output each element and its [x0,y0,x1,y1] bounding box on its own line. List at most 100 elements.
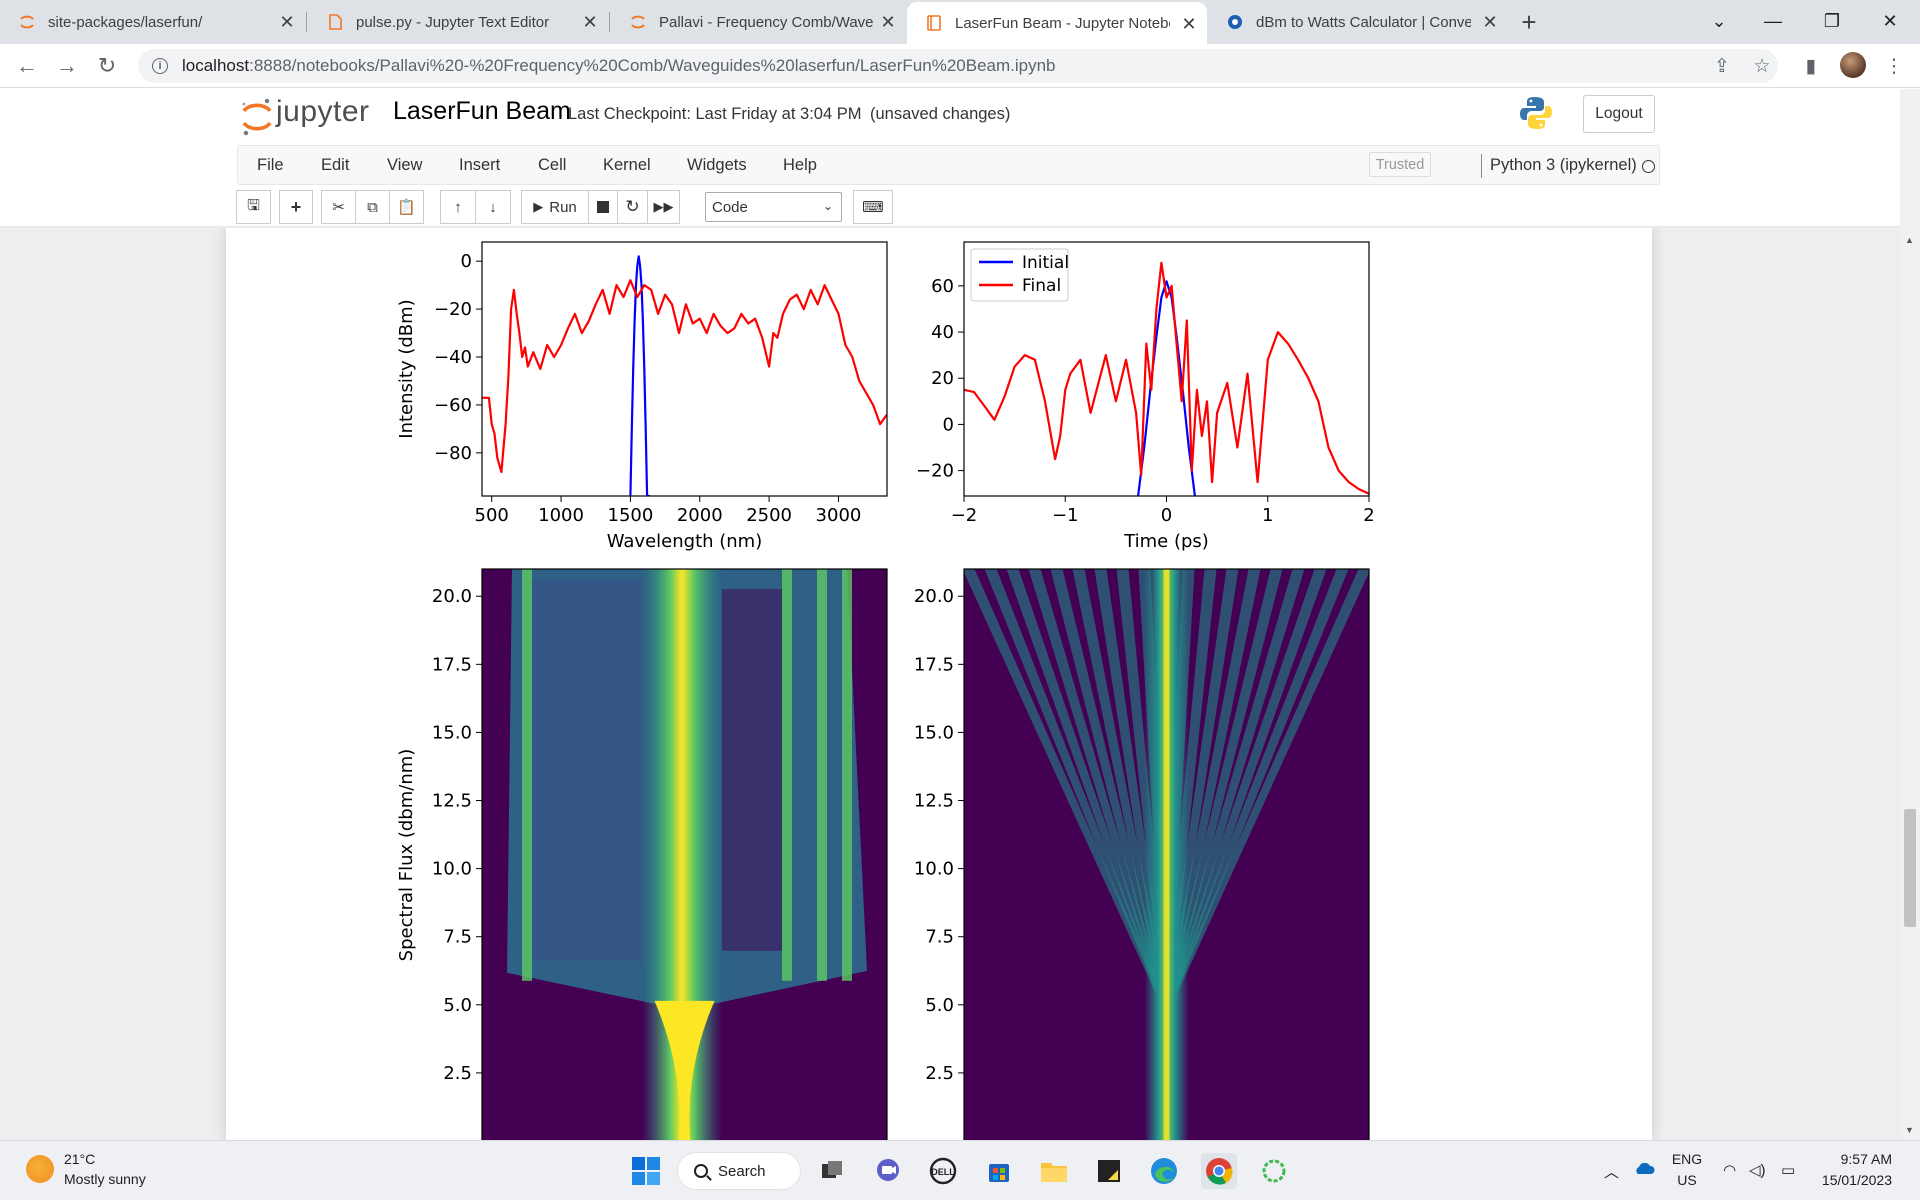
arrow-up-icon: ↑ [454,198,462,216]
interrupt-button[interactable] [588,190,618,224]
restart-button[interactable]: ↻ [617,190,648,224]
forward-icon[interactable]: → [56,53,78,78]
paste-icon: 📋 [397,199,416,216]
reload-icon[interactable]: ↻ [97,53,117,78]
tab-dbm-watts[interactable]: dBm to Watts Calculator | Conver ✕ [1208,0,1508,44]
logout-button[interactable]: Logout [1583,95,1655,133]
close-tab-icon[interactable]: ✕ [1482,11,1498,32]
wifi-icon[interactable]: ◠ [1723,1162,1737,1179]
save-button[interactable]: 🖫 [236,190,271,224]
keyboard-layout-indicator[interactable]: US [1677,1172,1697,1188]
scrollbar-thumb[interactable] [1904,809,1916,927]
axes-frame-0 [481,241,888,497]
start-button[interactable] [628,1153,664,1189]
restore-icon[interactable]: ❐ [1823,10,1841,31]
address-bar[interactable]: i localhost:8888/notebooks/Pallavi%20-%2… [138,49,1778,83]
edge-browser-button[interactable] [1146,1153,1182,1189]
close-tab-icon[interactable]: ✕ [279,11,295,32]
store-app-button[interactable] [981,1153,1017,1189]
progress-ring-icon [1262,1159,1286,1183]
weather-sun-icon[interactable] [26,1155,54,1183]
close-tab-icon[interactable]: ✕ [1181,13,1197,34]
language-indicator[interactable]: ENG [1671,1151,1703,1167]
file-explorer-button[interactable] [1036,1153,1072,1189]
chrome-browser-button[interactable] [1201,1153,1237,1189]
tab-strip: site-packages/laserfun/ ✕ pulse.py - Jup… [0,0,1920,44]
show-hidden-icons-icon[interactable]: ︿ [1604,1164,1620,1181]
tab-title: site-packages/laserfun/ [48,13,203,31]
loading-app-button[interactable] [1256,1153,1292,1189]
folder-icon [1041,1163,1067,1182]
move-up-button[interactable]: ↑ [440,190,476,224]
menu-file[interactable]: File [257,155,284,174]
profile-avatar[interactable] [1840,52,1866,78]
onedrive-icon[interactable] [1633,1161,1655,1179]
x-tick-label: 2000 [677,505,723,526]
minimize-icon[interactable]: — [1764,10,1782,31]
kernel-name[interactable]: Python 3 (ipykernel) [1481,154,1637,178]
run-button[interactable]: ▶ Run [521,190,589,224]
taskbar-search[interactable]: Search [677,1152,801,1190]
tab-site-packages[interactable]: site-packages/laserfun/ ✕ [0,0,305,44]
teams-chat-button[interactable] [870,1153,906,1189]
menu-help[interactable]: Help [783,155,817,174]
scroll-down-icon[interactable]: ▼ [1905,1125,1914,1135]
command-palette-button[interactable]: ⌨ [853,190,893,224]
menu-widgets[interactable]: Widgets [687,155,747,174]
task-view-button[interactable] [814,1153,850,1189]
tab-search-icon[interactable]: ⌄ [1711,10,1727,31]
chrome-icon [1206,1158,1233,1185]
weather-description[interactable]: Mostly sunny [64,1171,146,1187]
run-label: Run [549,198,577,216]
y-tick-label: 17.5 [432,654,472,675]
browser-menu-icon[interactable]: ⋮ [1884,55,1904,77]
jupyter-logo-icon[interactable] [240,95,380,137]
share-icon[interactable]: ⇪ [1714,55,1730,77]
clock-date[interactable]: 15/01/2023 [1821,1172,1892,1188]
notebook-toolbar: 🖫 + ✂ ⧉ 📋 ↑ ↓ ▶ Run ↻ ▶▶ Code ⌄ ⌨ [236,190,1436,224]
file-icon [329,14,342,30]
menu-kernel[interactable]: Kernel [603,155,651,174]
page-scrollbar[interactable]: ▲ ▼ [1900,89,1920,1140]
close-tab-icon[interactable]: ✕ [582,11,598,32]
paste-button[interactable]: 📋 [389,190,424,224]
clock-time[interactable]: 9:57 AM [1840,1151,1892,1167]
tab-laserfun-beam[interactable]: LaserFun Beam - Jupyter Notebo ✕ [907,2,1207,44]
battery-icon[interactable]: ▭ [1781,1162,1796,1179]
volume-icon[interactable]: ◁) [1749,1162,1766,1179]
soliton-trajectory [984,569,1170,1011]
insert-cell-button[interactable]: + [279,190,313,224]
plus-icon: + [290,196,302,217]
notebook-area[interactable]: 500 1000 1500 2000 2500 3000 0 −20 −40 −60 −80 Wave… [0,228,1900,1140]
soliton-trajectory [1163,569,1283,1011]
x-tick-label: 1500 [608,505,654,526]
cell-type-select[interactable]: Code ⌄ [705,192,842,222]
close-tab-icon[interactable]: ✕ [880,11,896,32]
menu-view[interactable]: View [387,155,423,174]
notebook-name[interactable]: LaserFun Beam [393,97,571,125]
tab-pulse-py[interactable]: pulse.py - Jupyter Text Editor ✕ [308,0,608,44]
x-tick-label: −2 [951,505,978,526]
y-tick-label: −40 [434,347,472,368]
scroll-up-icon[interactable]: ▲ [1905,235,1914,245]
menu-cell[interactable]: Cell [538,155,567,174]
restart-run-all-button[interactable]: ▶▶ [647,190,680,224]
tab-pallavi-folder[interactable]: Pallavi - Frequency Comb/Waveg ✕ [611,0,906,44]
close-window-icon[interactable]: ✕ [1882,10,1898,31]
sticky-notes-button[interactable] [1091,1153,1127,1189]
bookmark-star-icon[interactable]: ☆ [1753,55,1771,77]
trusted-badge[interactable]: Trusted [1369,152,1431,177]
dell-app-button[interactable]: DELL [925,1153,961,1189]
new-tab-button[interactable]: + [1521,6,1537,37]
side-panel-icon[interactable]: ▮ [1805,55,1817,77]
menu-insert[interactable]: Insert [459,155,501,174]
move-down-button[interactable]: ↓ [475,190,511,224]
jupyter-logo-text[interactable]: jupyter [276,95,370,128]
site-info-icon[interactable]: i [152,58,168,74]
copy-button[interactable]: ⧉ [355,190,390,224]
back-icon[interactable]: ← [16,53,38,78]
y-tick-label: 20 [931,368,954,389]
weather-temperature[interactable]: 21°C [64,1151,96,1167]
cut-button[interactable]: ✂ [321,190,356,224]
menu-edit[interactable]: Edit [321,155,350,174]
